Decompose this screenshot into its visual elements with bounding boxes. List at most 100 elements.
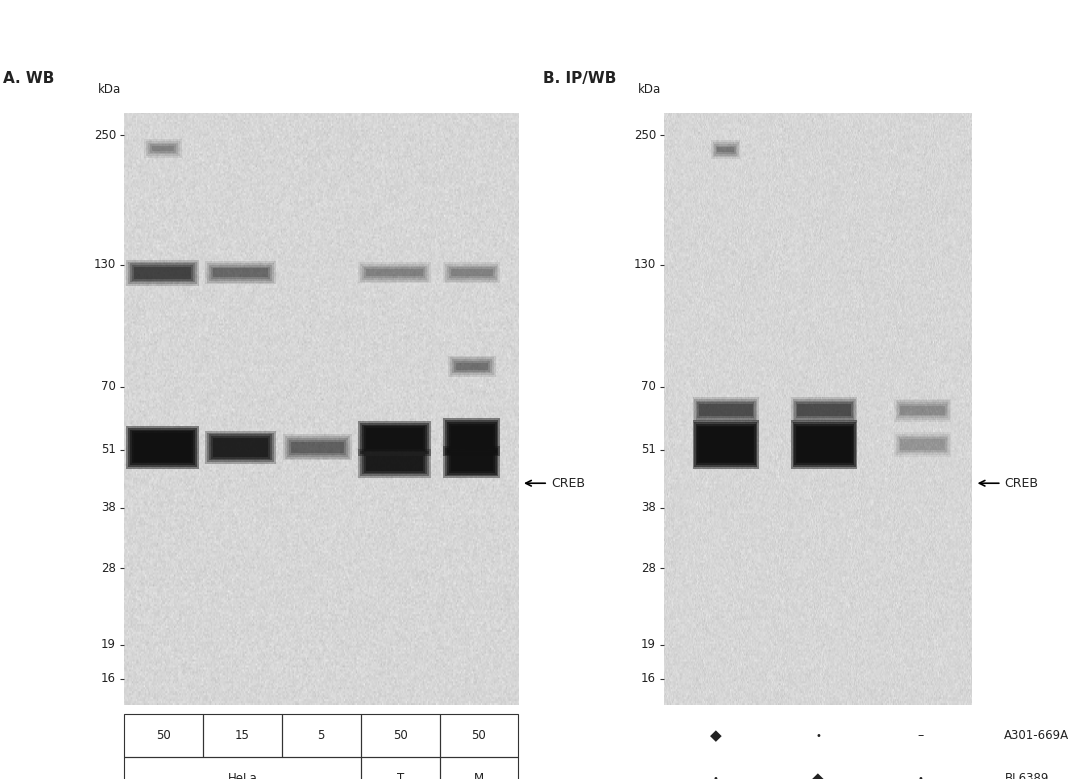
- Text: kDa: kDa: [98, 83, 121, 96]
- Bar: [152, 146, 174, 151]
- Bar: [696, 400, 756, 420]
- Text: 250: 250: [94, 129, 117, 142]
- Bar: [132, 432, 193, 464]
- Text: 70: 70: [102, 380, 117, 393]
- Bar: [456, 363, 488, 370]
- Bar: [714, 144, 738, 156]
- Bar: [717, 147, 734, 152]
- Bar: [453, 359, 491, 373]
- Bar: [129, 428, 198, 467]
- Bar: [796, 425, 853, 464]
- Bar: [213, 438, 268, 457]
- Bar: [797, 428, 851, 462]
- Bar: [131, 430, 195, 465]
- Bar: [443, 418, 500, 456]
- Bar: [364, 454, 426, 473]
- Bar: [146, 141, 179, 156]
- Text: M: M: [474, 772, 484, 779]
- Bar: [895, 434, 949, 455]
- Text: 28: 28: [642, 562, 657, 574]
- Bar: [716, 146, 735, 153]
- Bar: [443, 263, 500, 284]
- Text: 51: 51: [642, 443, 657, 456]
- Bar: [793, 422, 855, 467]
- Bar: [445, 420, 499, 455]
- Text: A. WB: A. WB: [2, 71, 54, 86]
- Bar: [449, 424, 495, 451]
- Bar: [449, 452, 495, 473]
- Text: 70: 70: [642, 380, 657, 393]
- Text: ◆: ◆: [710, 728, 721, 743]
- Bar: [448, 356, 496, 377]
- Bar: [699, 428, 753, 462]
- Bar: [285, 436, 350, 459]
- Bar: [445, 448, 499, 477]
- Bar: [447, 266, 497, 280]
- Text: CREB: CREB: [551, 477, 584, 490]
- Text: 28: 28: [102, 562, 117, 574]
- Bar: [204, 261, 275, 284]
- Bar: [208, 435, 272, 460]
- Text: 130: 130: [94, 258, 117, 271]
- Bar: [150, 144, 176, 153]
- Bar: [899, 437, 946, 452]
- Bar: [450, 358, 494, 375]
- Bar: [129, 262, 198, 284]
- Bar: [449, 267, 495, 278]
- Bar: [364, 267, 426, 278]
- Bar: [366, 270, 423, 277]
- Text: 16: 16: [642, 672, 657, 685]
- Bar: [445, 264, 499, 282]
- Bar: [797, 404, 851, 416]
- Bar: [204, 431, 275, 464]
- Text: –: –: [918, 729, 923, 742]
- Bar: [362, 453, 428, 474]
- Bar: [696, 424, 756, 465]
- Bar: [692, 397, 759, 423]
- Bar: [692, 420, 759, 469]
- Text: 130: 130: [634, 258, 657, 271]
- Bar: [288, 440, 346, 455]
- Bar: [796, 403, 853, 418]
- Bar: [899, 404, 946, 417]
- Bar: [366, 456, 423, 471]
- Text: ◆: ◆: [812, 771, 824, 779]
- Bar: [360, 264, 429, 282]
- Bar: [443, 446, 500, 478]
- Bar: [901, 439, 945, 449]
- Bar: [794, 424, 854, 465]
- Bar: [894, 399, 951, 421]
- Text: 16: 16: [102, 672, 117, 685]
- Bar: [126, 426, 200, 469]
- Text: 51: 51: [102, 443, 117, 456]
- Text: 19: 19: [642, 638, 657, 651]
- Bar: [694, 422, 757, 467]
- Bar: [132, 265, 193, 280]
- Bar: [897, 402, 948, 418]
- Bar: [359, 421, 431, 456]
- Bar: [360, 423, 429, 454]
- Bar: [895, 400, 949, 420]
- Bar: [694, 399, 757, 421]
- Bar: [698, 425, 754, 464]
- Text: HeLa: HeLa: [228, 772, 257, 779]
- Bar: [359, 263, 431, 284]
- Bar: [897, 435, 948, 453]
- Bar: [364, 426, 426, 451]
- Bar: [360, 451, 429, 476]
- Text: 19: 19: [102, 638, 117, 651]
- Bar: [131, 263, 195, 282]
- Text: BL6389: BL6389: [1004, 772, 1049, 779]
- Bar: [794, 400, 854, 420]
- Text: B. IP/WB: B. IP/WB: [543, 71, 616, 86]
- Bar: [711, 140, 741, 159]
- Text: 38: 38: [102, 501, 117, 514]
- Text: T: T: [396, 772, 404, 779]
- Text: 38: 38: [642, 501, 657, 514]
- Text: kDa: kDa: [638, 83, 661, 96]
- Text: •: •: [918, 774, 923, 779]
- Bar: [283, 435, 352, 460]
- Text: CREB: CREB: [1004, 477, 1038, 490]
- Bar: [451, 425, 492, 449]
- Text: A301-669A: A301-669A: [1004, 729, 1069, 742]
